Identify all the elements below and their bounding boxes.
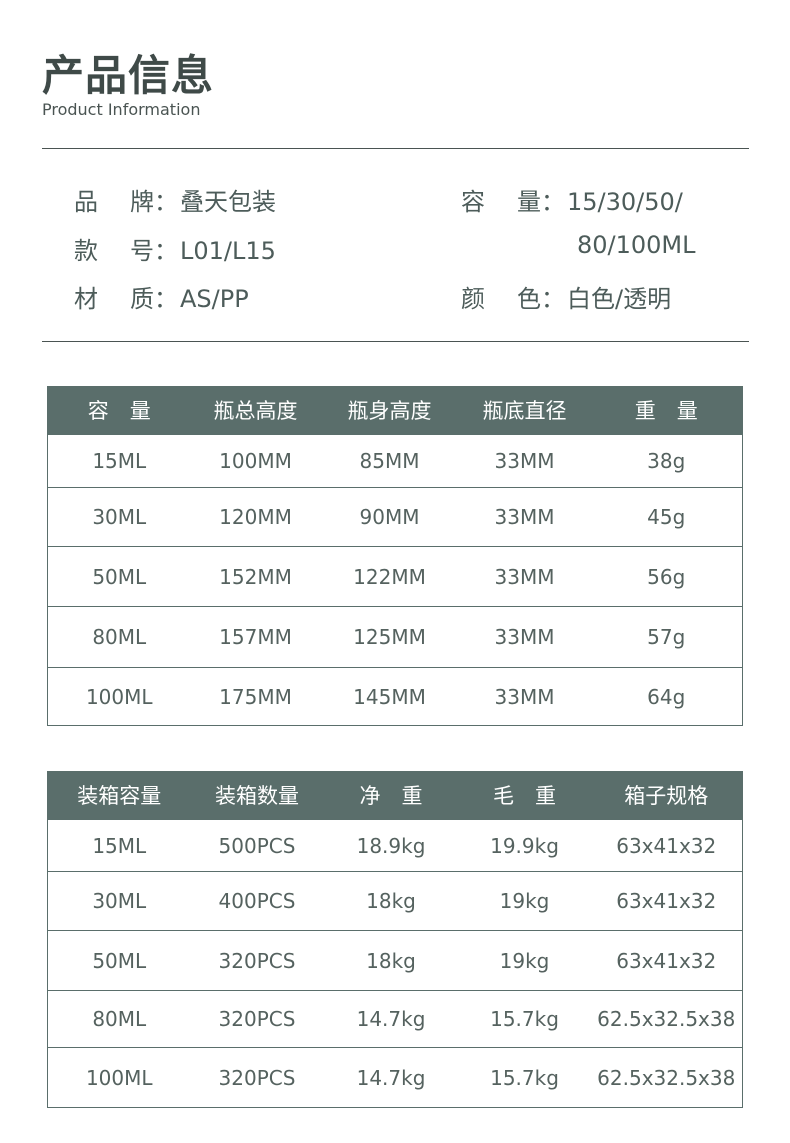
- table-cell: 63x41x32: [590, 930, 743, 991]
- table-cell: 85MM: [320, 434, 459, 488]
- table-row: 15ML 500PCS 18.9kg 19.9kg 63x41x32: [47, 819, 743, 872]
- table-cell: 18kg: [323, 871, 459, 931]
- table-cell: 57g: [590, 606, 743, 668]
- info-value: 15/30/50/: [567, 188, 683, 216]
- column-header: 瓶总高度: [190, 386, 321, 435]
- column-header: 装箱容量: [47, 771, 191, 820]
- info-brand: 品牌：叠天包装: [74, 188, 276, 216]
- table-cell: 80ML: [47, 606, 191, 668]
- table-cell: 62.5x32.5x38: [590, 990, 743, 1048]
- table-cell: 14.7kg: [323, 1047, 459, 1108]
- column-header: 重 量: [590, 386, 743, 435]
- table-cell: 50ML: [47, 546, 191, 607]
- table-cell: 400PCS: [190, 871, 324, 931]
- table-cell: 15.7kg: [458, 990, 591, 1048]
- table-row: 50ML 320PCS 18kg 19kg 63x41x32: [47, 930, 743, 991]
- spec-table: 容 量瓶总高度 瓶身高度 瓶底直径重 量 15ML 100MM 85MM 33MM 38g 3…: [47, 386, 743, 726]
- table-cell: 120MM: [190, 487, 321, 547]
- table-cell: 145MM: [320, 667, 459, 726]
- info-capacity-line2: 80/100ML: [577, 231, 696, 259]
- table-cell: 80ML: [47, 990, 191, 1048]
- table-cell: 45g: [590, 487, 743, 547]
- info-value: L01/L15: [180, 237, 276, 265]
- divider: [42, 341, 749, 342]
- table-cell: 33MM: [458, 487, 591, 547]
- table-row: 30ML 400PCS 18kg 19kg 63x41x32: [47, 871, 743, 931]
- table-cell: 15.7kg: [458, 1047, 591, 1108]
- table-cell: 14.7kg: [323, 990, 459, 1048]
- page-subtitle: Product Information: [42, 100, 201, 119]
- table-row: 30ML 120MM 90MM 33MM 45g: [47, 487, 743, 547]
- table-cell: 157MM: [190, 606, 321, 668]
- info-value: AS/PP: [180, 285, 249, 313]
- table-row: 15ML 100MM 85MM 33MM 38g: [47, 434, 743, 488]
- table-row: 50ML 152MM 122MM 33MM 56g: [47, 546, 743, 607]
- page-title: 产品信息: [42, 51, 215, 100]
- info-model: 款号：L01/L15: [74, 237, 276, 265]
- table-cell: 33MM: [458, 434, 591, 488]
- table-cell: 18kg: [323, 930, 459, 991]
- column-header: 箱子规格: [590, 771, 743, 820]
- table-row: 100ML 175MM 145MM 33MM 64g: [47, 667, 743, 726]
- packing-table: 装箱容量 装箱数量净 重毛 重箱子规格 15ML 500PCS 18.9kg 19.9k…: [47, 771, 743, 1108]
- table-cell: 100ML: [47, 667, 191, 726]
- table-header-row: 装箱容量 装箱数量净 重毛 重箱子规格: [47, 771, 743, 820]
- table-cell: 175MM: [190, 667, 321, 726]
- table-cell: 38g: [590, 434, 743, 488]
- table-cell: 62.5x32.5x38: [590, 1047, 743, 1108]
- table-cell: 122MM: [320, 546, 459, 607]
- divider: [42, 148, 749, 149]
- info-value: 叠天包装: [180, 188, 276, 216]
- table-cell: 19kg: [458, 930, 591, 991]
- info-color: 颜色：白色/透明: [461, 285, 672, 313]
- table-cell: 33MM: [458, 546, 591, 607]
- table-row: 80ML 157MM 125MM 33MM 57g: [47, 606, 743, 668]
- table-cell: 18.9kg: [323, 819, 459, 872]
- column-header: 毛 重: [458, 771, 591, 820]
- table-cell: 15ML: [47, 819, 191, 872]
- table-cell: 33MM: [458, 606, 591, 668]
- column-header: 容 量: [47, 386, 191, 435]
- table-cell: 152MM: [190, 546, 321, 607]
- table-cell: 30ML: [47, 871, 191, 931]
- table-header-row: 容 量瓶总高度 瓶身高度 瓶底直径重 量: [47, 386, 743, 435]
- info-material: 材质：AS/PP: [74, 285, 249, 313]
- table-cell: 50ML: [47, 930, 191, 991]
- table-cell: 63x41x32: [590, 871, 743, 931]
- info-value: 白色/透明: [567, 285, 672, 313]
- table-cell: 500PCS: [190, 819, 324, 872]
- table-cell: 56g: [590, 546, 743, 607]
- table-cell: 320PCS: [190, 990, 324, 1048]
- table-cell: 125MM: [320, 606, 459, 668]
- column-header: 瓶身高度: [320, 386, 459, 435]
- table-cell: 15ML: [47, 434, 191, 488]
- table-cell: 63x41x32: [590, 819, 743, 872]
- table-row: 80ML 320PCS 14.7kg 15.7kg 62.5x32.5x38: [47, 990, 743, 1048]
- table-cell: 320PCS: [190, 1047, 324, 1108]
- table-cell: 90MM: [320, 487, 459, 547]
- table-cell: 30ML: [47, 487, 191, 547]
- table-cell: 100MM: [190, 434, 321, 488]
- table-cell: 19kg: [458, 871, 591, 931]
- table-cell: 64g: [590, 667, 743, 726]
- table-cell: 320PCS: [190, 930, 324, 991]
- info-capacity: 容量：15/30/50/: [461, 188, 683, 216]
- column-header: 净 重: [323, 771, 459, 820]
- table-row: 100ML 320PCS 14.7kg 15.7kg 62.5x32.5x38: [47, 1047, 743, 1108]
- table-cell: 33MM: [458, 667, 591, 726]
- table-cell: 19.9kg: [458, 819, 591, 872]
- column-header: 装箱数量: [190, 771, 324, 820]
- table-cell: 100ML: [47, 1047, 191, 1108]
- column-header: 瓶底直径: [458, 386, 591, 435]
